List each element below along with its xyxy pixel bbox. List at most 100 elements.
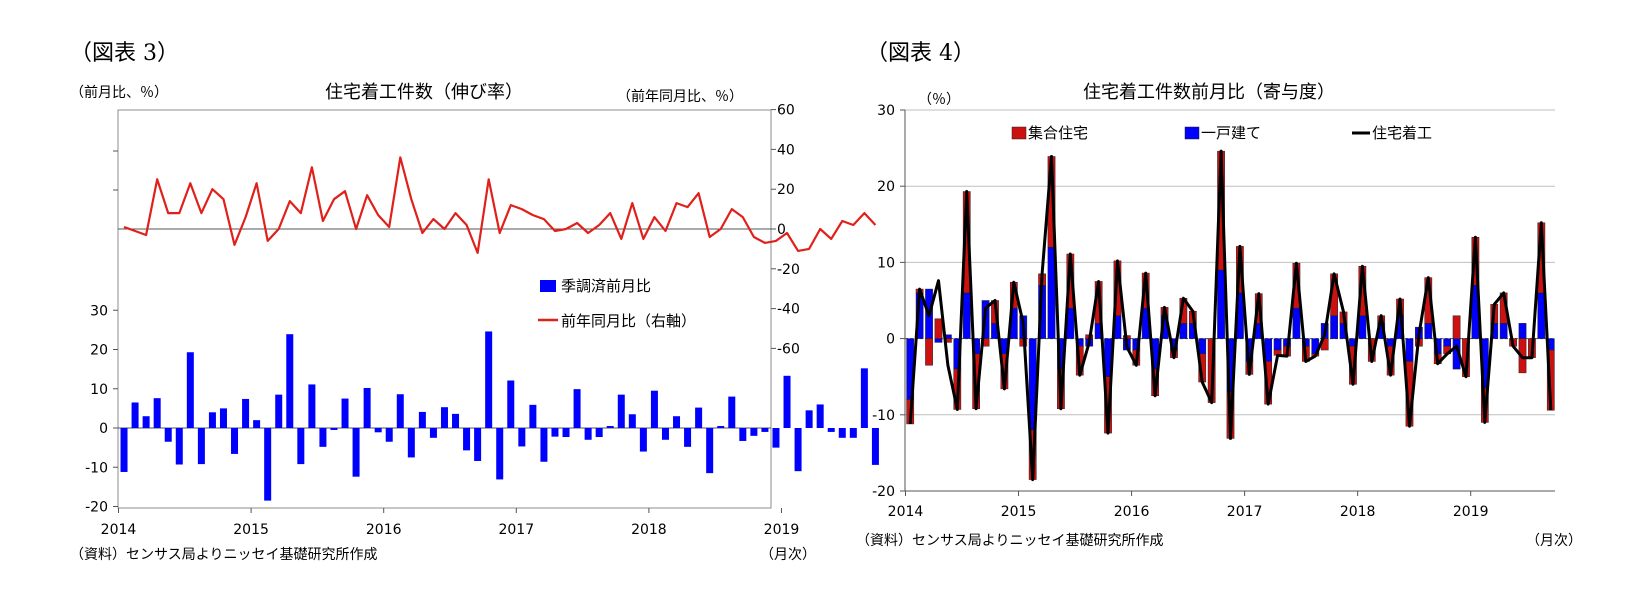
figure4-total-line (908, 149, 1553, 482)
figure4-legend-label-total: 住宅着工 (1372, 124, 1432, 142)
figure3-bar (584, 428, 592, 440)
figure4-title: 住宅着工件数前月比（寄与度） (1083, 82, 1335, 103)
figure4-y-tick-label: -10 (872, 408, 895, 424)
figure3-bar (418, 411, 426, 428)
figure3-bar (849, 428, 857, 438)
figure3-bar (661, 428, 669, 440)
figure4-bar-multifamily (925, 338, 933, 366)
figure4-y-tick-label: 30 (877, 103, 895, 119)
figure3-bar (219, 408, 227, 428)
figure3-bar (485, 331, 493, 428)
figure3-x-tick-label: 2015 (233, 522, 269, 538)
figure3-bar (529, 404, 537, 428)
figure4-y-tick-label: 0 (886, 332, 895, 348)
figure3-plot: -20 -10 0 10 20 30 -60 -40 -20 0 20 40 60 2014 2015 201… (85, 103, 879, 538)
figure3-bar (440, 407, 448, 428)
figure4-bar-multifamily (1452, 315, 1461, 339)
figure3-left-tick-label: 20 (90, 343, 108, 359)
figure4-bar-single-family (1292, 307, 1301, 339)
figure3-bar (308, 384, 316, 428)
figure4-legend-label-multifamily: 集合住宅 (1028, 124, 1088, 142)
figure3-bar (617, 394, 625, 428)
figure3-right-tick-label: 0 (777, 222, 786, 238)
figure3-yoy-line (123, 156, 877, 254)
figure3-bar (253, 420, 261, 428)
figure3-bar (452, 413, 460, 428)
figure3-bar (297, 428, 305, 465)
figure3-bar (164, 428, 172, 442)
figure3-month-label: （月次） (760, 547, 816, 563)
figure3-bar (595, 428, 603, 438)
figure3-bar (728, 396, 736, 428)
figure4-x-tick-label: 2018 (1340, 504, 1376, 520)
figure3-bar (463, 428, 471, 451)
figure3-bar (242, 398, 250, 428)
figure4-legend-label-single-family: 一戸建て (1201, 124, 1261, 142)
figure3-bar (142, 416, 150, 428)
figure3-left-tick-label: -20 (85, 500, 108, 516)
figure4-plot: -20 -10 0 10 20 30 2014 2015 2016 2017 2018 2019 集合住… (872, 103, 1555, 520)
figure3-bar (717, 426, 725, 428)
figure4-label: （図表 4） (866, 41, 975, 66)
figure3-bar (175, 428, 183, 465)
figure4-y-tick-label: 20 (877, 179, 895, 195)
figure3-bar (474, 428, 482, 461)
figure3-bar (772, 428, 780, 448)
figure3-bar (341, 398, 349, 428)
figure3-bar (573, 389, 581, 428)
figure4-bar-single-family (1358, 315, 1367, 339)
figure3-bar (706, 428, 714, 474)
figure4-bar-single-family (1330, 315, 1338, 339)
figure3-bar (275, 394, 283, 428)
figure3-x-tick-label: 2016 (366, 522, 402, 538)
figure3-bar (385, 428, 393, 442)
figure3-legend-swatch-bar (540, 280, 556, 292)
figure3-right-tick-label: 60 (777, 103, 795, 119)
figure3-bar (330, 428, 338, 430)
figure3-bar (794, 428, 802, 472)
figure3-bar (562, 428, 570, 438)
figure3-right-tick-label: -40 (777, 302, 800, 318)
figure3-bar (838, 428, 846, 438)
figure4-month-label: （月次） (1526, 533, 1582, 549)
figure3-bar (120, 428, 128, 472)
figure3-left-tick-label: 10 (90, 382, 108, 398)
figure3-bar (860, 368, 868, 428)
figure4-bar-single-family (934, 338, 943, 343)
figure3-bar (650, 390, 658, 428)
figure4-x-tick-label: 2019 (1453, 504, 1489, 520)
figure3-right-tick-label: 40 (777, 142, 795, 158)
figure3-bar (507, 380, 515, 428)
figure3-bar (363, 387, 371, 428)
figure3-bar (695, 407, 703, 428)
figure3-bar (551, 428, 559, 437)
figure4-x-tick-label: 2017 (1227, 504, 1263, 520)
figure4-bar-single-family (1405, 338, 1414, 362)
figure3-bar (131, 402, 139, 428)
figure4-legend-swatch-multifamily (1011, 126, 1027, 140)
figure3-title: 住宅着工件数（伸び率） (325, 82, 523, 103)
figure4-legend-swatch-single-family (1184, 126, 1200, 140)
figure3-legend-label-line: 前年同月比（右軸） (561, 312, 696, 330)
figure3-bar (264, 428, 272, 501)
figure3-right-unit: （前年同月比、％） (617, 88, 743, 105)
figure3-left-tick-label: 0 (99, 421, 108, 437)
figure3-bar (208, 412, 216, 428)
figure3-left-tick-label: 30 (90, 303, 108, 319)
figure4-bar-single-family (1518, 323, 1527, 339)
figure3-legend-label-bar: 季調済前月比 (561, 277, 651, 295)
figure3-right-tick-label: -20 (777, 262, 800, 278)
figure3-bar (871, 428, 879, 465)
figure3-bar (761, 428, 769, 432)
figure3-bar (827, 428, 835, 432)
figure3-bar (816, 404, 824, 428)
figure4-bar-single-family (1179, 323, 1188, 339)
figure3-bar (429, 428, 437, 438)
figure4-bar-multifamily (934, 318, 943, 339)
figure4-unit: （％） (918, 92, 960, 108)
figure3-bar (783, 375, 791, 428)
figure3-bar (319, 428, 327, 447)
figure4-x-tick-label: 2014 (888, 504, 924, 520)
figure3-left-unit: （前月比、％） (70, 84, 168, 101)
